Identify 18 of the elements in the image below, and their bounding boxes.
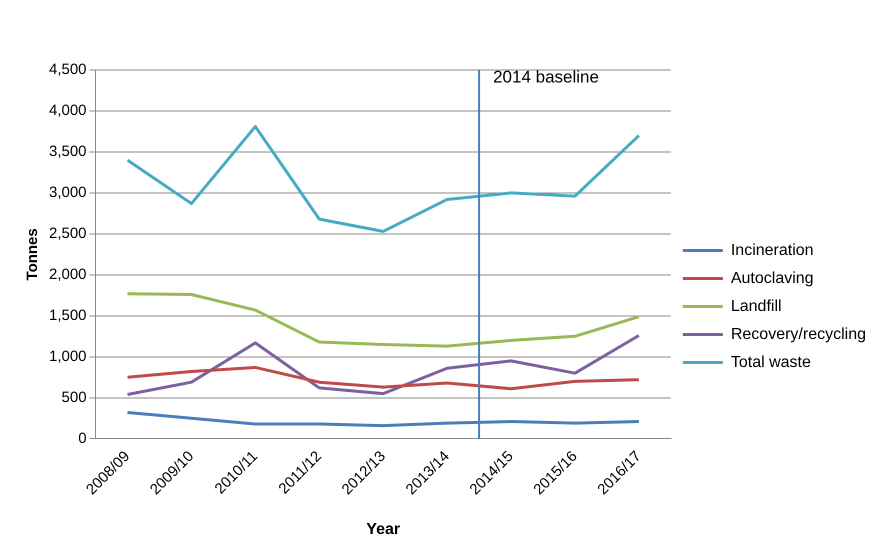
legend-label: Recovery/recycling (730, 326, 866, 343)
y-tick-label: 500 (62, 388, 87, 406)
y-axis-title: Tonnes (24, 228, 42, 280)
y-tick-label: 4,000 (48, 102, 87, 120)
ref-line-label: 2014 baseline (493, 68, 599, 87)
y-tick-label: 1,000 (48, 348, 87, 365)
x-axis-title: Year (366, 520, 400, 538)
legend-label: Autoclaving (730, 270, 814, 287)
y-tick-label: 2,500 (48, 225, 87, 242)
y-tick-label: 0 (78, 430, 87, 447)
y-tick-label: 3,500 (48, 143, 87, 160)
y-tick-label: 3,000 (48, 184, 87, 202)
legend-label: Landfill (730, 298, 782, 315)
y-tick-label: 2,000 (48, 266, 87, 283)
y-tick-label: 1,500 (48, 306, 87, 324)
legend-label: Incineration (730, 242, 814, 259)
legend-label: Total waste (730, 354, 811, 371)
y-tick-label: 4,500 (48, 61, 87, 78)
